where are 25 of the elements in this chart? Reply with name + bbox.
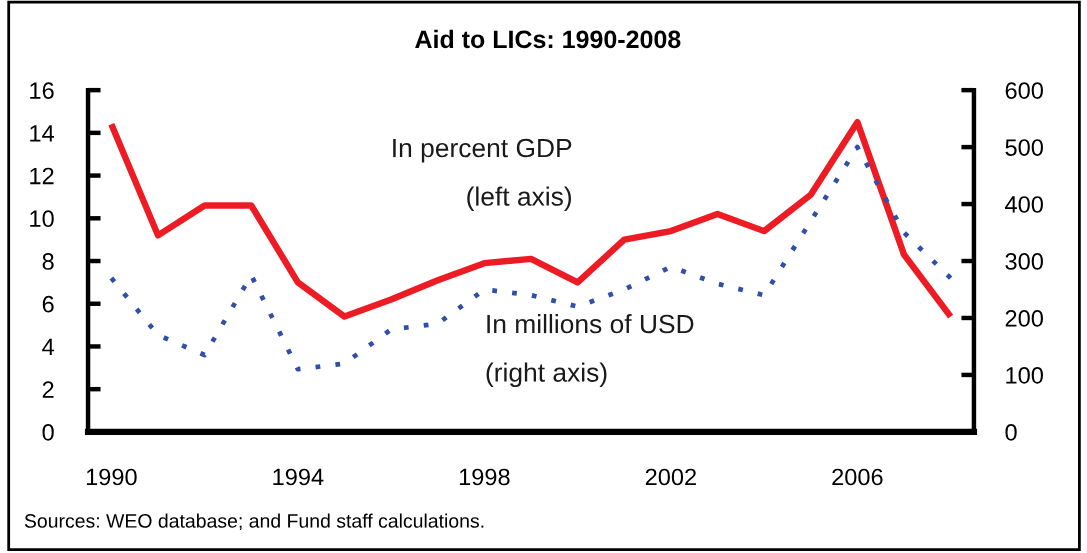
y-tick-label: 0 — [42, 423, 54, 441]
y2-tick-label: 600 — [1005, 82, 1043, 99]
y2-tick-label: 200 — [1005, 310, 1043, 327]
series-label: In millions of USD (right axis) — [486, 313, 694, 388]
x-tick-label: 2006 — [832, 468, 883, 486]
y2-tick-label: 400 — [1005, 196, 1043, 213]
y-tick-label: 2 — [42, 381, 54, 398]
chart-title: Aid to LICs: 1990-2008 — [415, 29, 681, 49]
y-tick-label: 10 — [30, 210, 54, 228]
y-tick-label: 16 — [30, 82, 54, 99]
source-note: Sources: WEO database; and Fund staff calculations. — [24, 513, 484, 531]
x-tick-label: 1998 — [459, 468, 510, 486]
y2-tick-label: 100 — [1006, 367, 1043, 384]
y-tick-label: 6 — [42, 295, 54, 313]
y-tick-label: 12 — [30, 167, 54, 185]
y2-tick-label: 0 — [1005, 423, 1017, 441]
y-tick-label: 14 — [30, 125, 55, 142]
x-tick-label: 2002 — [645, 468, 696, 486]
x-tick-label: 1994 — [273, 468, 324, 486]
x-tick-label: 1990 — [86, 468, 137, 486]
y-tick-label: 8 — [42, 253, 54, 270]
text: In percent GDP (left axis) — [393, 138, 572, 212]
y2-tick-label: 500 — [1005, 139, 1043, 156]
y-tick-label: 4 — [42, 338, 55, 356]
y2-tick-label: 300 — [1005, 253, 1043, 270]
